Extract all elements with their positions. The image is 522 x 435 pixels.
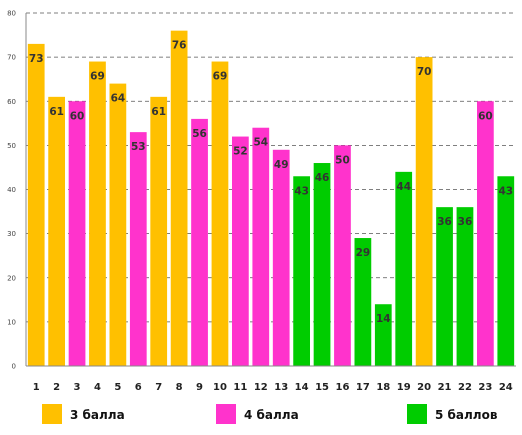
data-label: 36 <box>437 216 452 228</box>
x-tick-label: 10 <box>213 382 227 393</box>
data-label: 53 <box>131 141 146 153</box>
x-tick-label: 5 <box>114 382 121 393</box>
y-tick-label: 0 <box>12 363 16 371</box>
data-label: 69 <box>213 71 228 83</box>
bar <box>293 176 310 366</box>
x-tick-label: 15 <box>315 382 329 393</box>
bar <box>68 101 86 366</box>
bars <box>27 30 515 367</box>
data-label: 50 <box>335 154 350 166</box>
legend-swatch-3 <box>42 404 62 424</box>
data-label: 14 <box>376 313 391 325</box>
legend-label-4: 4 балла <box>244 408 299 422</box>
x-tick-label: 24 <box>499 382 513 393</box>
x-tick-label: 13 <box>274 382 288 393</box>
y-tick-label: 70 <box>7 54 16 62</box>
legend-swatch-5 <box>407 404 427 424</box>
bar <box>415 57 433 366</box>
data-label: 43 <box>294 185 309 197</box>
x-tick-label: 17 <box>356 382 370 393</box>
x-tick-label: 8 <box>176 382 183 393</box>
data-labels: 73 61 60 69 64 53 61 76 56 69 52 54 49 43 46 50 29 14 44 70… <box>29 40 513 326</box>
data-label: 46 <box>315 172 330 184</box>
x-tick-label: 4 <box>94 382 101 393</box>
x-tick-label: 16 <box>335 382 349 393</box>
y-tick-label: 80 <box>7 10 16 18</box>
x-tick-label: 7 <box>155 382 162 393</box>
y-axis-ticks: 0 10 20 30 40 50 60 70 80 <box>7 10 16 371</box>
bar <box>48 96 65 367</box>
y-tick-label: 60 <box>7 98 16 106</box>
bar <box>27 43 45 366</box>
x-tick-label: 14 <box>295 382 309 393</box>
x-tick-label: 23 <box>478 382 492 393</box>
x-tick-label: 11 <box>233 382 247 393</box>
x-tick-label: 3 <box>74 382 81 393</box>
bar <box>89 61 106 366</box>
data-label: 60 <box>70 110 85 122</box>
x-tick-label: 22 <box>458 382 472 393</box>
y-tick-label: 10 <box>7 318 16 326</box>
bar <box>477 101 494 366</box>
x-tick-label: 9 <box>196 382 203 393</box>
y-tick-label: 30 <box>7 230 16 238</box>
bar <box>334 145 351 366</box>
bar <box>456 207 474 366</box>
bar <box>497 176 515 366</box>
bar <box>232 136 249 366</box>
x-tick-label: 20 <box>417 382 431 393</box>
data-label: 61 <box>49 106 64 118</box>
data-label: 44 <box>396 181 411 193</box>
legend-swatch-4 <box>216 404 236 424</box>
data-label: 52 <box>233 146 248 158</box>
bar <box>395 171 413 366</box>
data-label: 54 <box>253 137 268 149</box>
x-tick-label: 18 <box>376 382 390 393</box>
data-label: 56 <box>192 128 207 140</box>
bar <box>211 61 229 366</box>
bar <box>150 96 168 367</box>
data-label: 49 <box>274 159 289 171</box>
x-tick-label: 2 <box>53 382 60 393</box>
bar <box>252 127 270 366</box>
bar <box>436 207 453 366</box>
x-tick-label: 6 <box>135 382 142 393</box>
y-tick-label: 50 <box>7 142 16 150</box>
bar <box>272 149 290 366</box>
bar <box>129 132 147 366</box>
legend-label-5: 5 баллов <box>435 408 498 422</box>
data-label: 60 <box>478 110 493 122</box>
bar <box>354 238 372 366</box>
data-label: 76 <box>172 40 187 52</box>
y-tick-label: 40 <box>7 186 16 194</box>
data-label: 64 <box>111 93 126 105</box>
grid-lines <box>26 12 516 323</box>
data-label: 61 <box>151 106 166 118</box>
x-tick-label: 21 <box>438 382 452 393</box>
data-label: 36 <box>458 216 473 228</box>
x-tick-label: 19 <box>397 382 411 393</box>
data-label: 43 <box>498 185 513 197</box>
x-axis-ticks: 1 2 3 4 5 6 7 8 9 10 11 12 13 14 15 16 17 18 19 20 21 22 23 24 <box>33 382 513 393</box>
bar <box>374 304 392 366</box>
bar <box>109 83 127 366</box>
x-tick-label: 12 <box>254 382 268 393</box>
data-label: 29 <box>356 247 371 259</box>
bar <box>191 118 208 367</box>
bar <box>170 30 188 367</box>
data-label: 70 <box>417 66 432 78</box>
legend: 3 балла 4 балла 5 баллов <box>42 404 498 424</box>
x-tick-label: 1 <box>33 382 40 393</box>
bar <box>313 163 331 366</box>
y-tick-label: 20 <box>7 274 16 282</box>
data-label: 73 <box>29 53 44 65</box>
data-label: 69 <box>90 71 105 83</box>
legend-label-3: 3 балла <box>70 408 125 422</box>
